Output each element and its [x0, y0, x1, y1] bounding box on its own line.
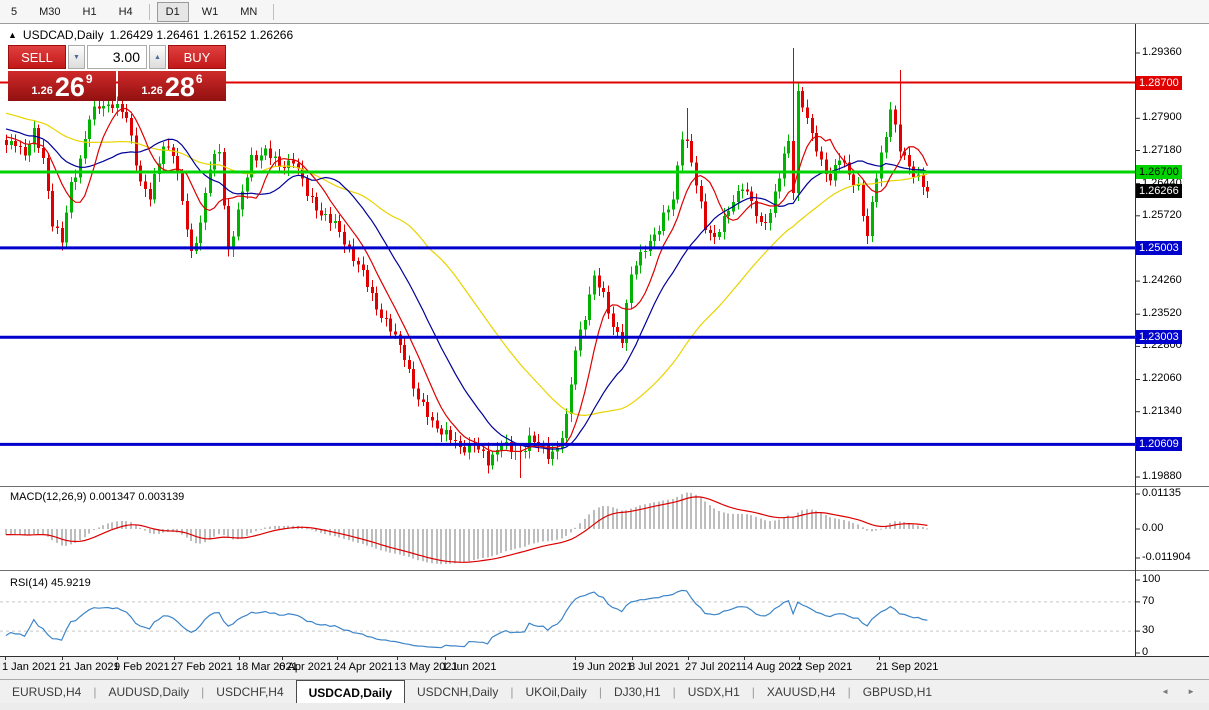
date-label: 21 Jan 2021	[59, 661, 120, 673]
price-tick-1.24260: 1.24260	[1142, 274, 1182, 287]
date-label: 27 Jul 2021	[685, 661, 742, 673]
price-tick-1.25720: 1.25720	[1142, 208, 1182, 221]
date-label: 27 Feb 2021	[171, 661, 233, 673]
tab-separator: |	[201, 684, 205, 699]
macd-axis--0.011904: -0.011904	[1142, 551, 1191, 563]
level-label-1.28700: 1.28700	[1136, 75, 1182, 90]
macd-axis-0.01135: 0.01135	[1142, 487, 1181, 499]
chart-tab-eurusd[interactable]: EURUSD,H4	[12, 685, 82, 699]
timeframe-button-w1[interactable]: W1	[201, 5, 219, 18]
timeframe-button-mn[interactable]: MN	[240, 5, 258, 18]
timeframe-button-h4[interactable]: H4	[118, 5, 133, 18]
tab-separator: |	[598, 684, 602, 699]
chart-tab-audusd[interactable]: AUDUSD,Daily	[108, 685, 190, 699]
bid-price-display[interactable]: 1.26 26 9	[8, 71, 116, 101]
timeframe-button-h1[interactable]: H1	[82, 5, 97, 18]
rsi-axis-100: 100	[1142, 573, 1161, 585]
timeframe-button-d1[interactable]: D1	[156, 1, 189, 22]
tab-separator: |	[751, 684, 755, 699]
price-tick-1.27180: 1.27180	[1142, 143, 1182, 156]
bid-big-digits: 26	[54, 72, 85, 102]
tab-separator: |	[93, 684, 97, 699]
macd-indicator-label: MACD(12,26,9) 0.001347 0.003139	[10, 491, 185, 503]
level-label-1.20609: 1.20609	[1136, 437, 1182, 452]
buy-button[interactable]: BUY	[168, 45, 226, 69]
chart-tab-dj30[interactable]: DJ30,H1	[613, 685, 661, 699]
tab-separator: |	[672, 684, 676, 699]
date-label: 14 Aug 2021	[741, 661, 803, 673]
price-tick-1.29360: 1.29360	[1142, 46, 1182, 58]
rsi-axis-30: 30	[1142, 624, 1155, 637]
volume-increase-button[interactable]: ▲	[149, 45, 166, 69]
collapse-triangle-icon[interactable]: ▲	[8, 30, 17, 40]
price-tick-1.21340: 1.21340	[1142, 404, 1182, 417]
chart-symbol-label: USDCAD,Daily	[22, 28, 104, 42]
date-label: 24 Apr 2021	[334, 661, 394, 673]
level-label-1.25003: 1.25003	[1136, 240, 1182, 255]
timeframe-toolbar: 5 M30 H1 H4 D1 W1 MN	[0, 0, 1209, 24]
rsi-axis-0: 0	[1142, 646, 1149, 658]
date-label: 1 Jan 2021	[2, 661, 57, 673]
timeframe-button-5[interactable]: 5	[11, 5, 18, 18]
date-label: 18 Mar 2021	[236, 661, 298, 673]
date-label: 2 Sep 2021	[796, 661, 853, 673]
tabs-scroll-left-icon[interactable]: ◄	[1161, 687, 1170, 696]
current-price-label: 1.26266	[1136, 184, 1182, 199]
price-tick-1.27900: 1.27900	[1142, 111, 1182, 124]
date-label: 19 Jun 2021	[572, 661, 633, 673]
chart-tab-usdcad[interactable]: USDCAD,Daily	[295, 680, 405, 703]
chart-tab-usdchf[interactable]: USDCHF,H4	[216, 685, 284, 699]
price-tick-1.22060: 1.22060	[1142, 372, 1182, 385]
one-click-trade-panel: SELL ▼ ▲ BUY 1.26 26 9 1.26 28 6	[8, 45, 226, 101]
ask-price-display[interactable]: 1.26 28 6	[118, 71, 226, 101]
tab-separator: |	[847, 684, 851, 699]
date-label: 8 Jul 2021	[629, 661, 680, 673]
tabs-scroll-right-icon[interactable]: ►	[1187, 687, 1195, 696]
chart-ohlc-values: 1.26429 1.26461 1.26152 1.26266	[109, 28, 294, 42]
date-label: 21 Sep 2021	[876, 661, 939, 673]
level-label-1.26700: 1.26700	[1136, 164, 1182, 179]
ask-pip-digit: 6	[195, 72, 203, 86]
date-label: 13 May 2021	[394, 661, 458, 673]
volume-decrease-button[interactable]: ▼	[68, 45, 85, 69]
ask-big-digits: 28	[164, 72, 195, 102]
chart-tab-gbpusd[interactable]: GBPUSD,H1	[862, 685, 933, 699]
toolbar-separator	[273, 3, 275, 20]
chart-tab-usdx[interactable]: USDX,H1	[687, 685, 740, 699]
volume-input[interactable]	[87, 45, 147, 69]
timeframe-button-m30[interactable]: M30	[39, 5, 61, 18]
chart-canvas[interactable]	[0, 24, 1209, 656]
bid-pip-digit: 9	[85, 72, 93, 86]
price-tick-1.23520: 1.23520	[1142, 307, 1182, 320]
rsi-axis-70: 70	[1142, 594, 1155, 607]
ask-prefix: 1.26	[141, 85, 163, 97]
bid-prefix: 1.26	[31, 85, 53, 97]
chart-tab-bar: EURUSD,H4 | AUDUSD,Daily | USDCHF,H4 USDCAD,D…	[0, 679, 1209, 703]
date-label: 1 Jun 2021	[442, 661, 497, 673]
chart-tab-ukoil[interactable]: UKOil,Daily	[525, 685, 587, 699]
date-label: 9 Feb 2021	[114, 661, 170, 673]
chart-tab-usdcnh[interactable]: USDCNH,Daily	[417, 685, 499, 699]
rsi-indicator-label: RSI(14) 45.9219	[10, 577, 91, 589]
tab-separator: |	[510, 684, 514, 699]
level-label-1.23003: 1.23003	[1136, 330, 1182, 345]
sell-button[interactable]: SELL	[8, 45, 66, 69]
chart-tab-xauusd[interactable]: XAUUSD,H4	[766, 685, 836, 699]
date-label: 6 Apr 2021	[279, 661, 333, 673]
chart-header: ▲ USDCAD,Daily 1.26429 1.26461 1.26152 1…	[8, 28, 293, 42]
toolbar-separator	[148, 3, 150, 20]
price-tick-1.19880: 1.19880	[1142, 470, 1182, 482]
macd-axis-0.00: 0.00	[1142, 522, 1164, 534]
